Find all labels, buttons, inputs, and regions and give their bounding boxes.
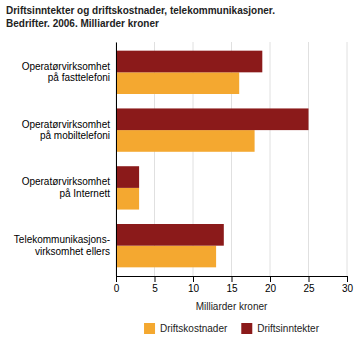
y-tick: Operatørvirksomhetpå fasttelefoni <box>22 61 111 84</box>
grid-line <box>308 42 309 276</box>
x-tick-mark <box>309 276 310 282</box>
x-tick: 30 <box>342 276 354 294</box>
x-tick-label: 5 <box>152 283 158 294</box>
legend-item: Driftsinntekter <box>241 323 319 334</box>
bar <box>116 51 262 73</box>
y-tick-label: Operatørvirksomhetpå fasttelefoni <box>22 61 111 84</box>
x-tick-label: 10 <box>188 283 200 294</box>
bar <box>116 246 216 268</box>
legend-swatch <box>241 323 252 334</box>
bar <box>116 130 255 152</box>
x-axis: 0 5 10 15 20 25 30 <box>114 276 354 294</box>
y-tick-label: Telekommunikasjons-virksomhet ellers <box>14 234 110 257</box>
chart-subtitle: Bedrifter. 2006. Milliarder kroner <box>6 18 159 29</box>
title-group: Driftsinntekter og driftskostnader, tele… <box>6 5 275 29</box>
y-tick-label: Operatørvirksomhetpå mobiltelefoni <box>22 119 111 142</box>
x-tick-label: 15 <box>226 283 238 294</box>
x-tick: 10 <box>188 276 200 294</box>
x-tick: 20 <box>265 276 277 294</box>
y-axis-line <box>116 43 117 277</box>
bar-series <box>116 72 255 267</box>
grid-line <box>116 42 117 276</box>
y-tick-label: Operatørvirksomhetpå Internett <box>22 176 111 199</box>
x-tick: 0 <box>114 276 120 294</box>
x-tick-label: 20 <box>265 283 277 294</box>
x-tick-mark <box>232 276 233 282</box>
bars <box>116 51 309 268</box>
bar <box>116 108 309 130</box>
x-tick-mark <box>193 276 194 282</box>
bar <box>116 72 239 94</box>
y-axis: Operatørvirksomhetpå fasttelefoni Operatø… <box>14 43 117 277</box>
x-tick-mark <box>347 276 348 282</box>
legend: Driftskostnader Driftsinntekter <box>144 323 320 334</box>
grid-line <box>347 42 348 276</box>
y-tick: Operatørvirksomhetpå Internett <box>22 176 111 199</box>
bar <box>116 188 139 210</box>
legend-label: Driftskostnader <box>160 323 228 334</box>
x-tick-mark <box>270 276 271 282</box>
x-axis-title: Milliarder kroner <box>196 301 268 312</box>
y-tick: Telekommunikasjons-virksomhet ellers <box>14 234 110 257</box>
x-tick-label: 25 <box>303 283 315 294</box>
bar <box>116 224 224 246</box>
bar <box>116 166 139 188</box>
x-tick-mark <box>116 276 117 282</box>
legend-item: Driftskostnader <box>144 323 228 334</box>
grid-line <box>270 42 271 276</box>
x-tick: 25 <box>303 276 315 294</box>
x-tick: 15 <box>226 276 238 294</box>
y-tick: Operatørvirksomhetpå mobiltelefoni <box>22 119 111 142</box>
chart-svg: Driftsinntekter og driftskostnader, tele… <box>0 0 363 344</box>
legend-label: Driftsinntekter <box>257 323 319 334</box>
plot-area: 0 5 10 15 20 25 30 Milliarder kroner Operatørvir… <box>14 42 354 312</box>
legend-swatch <box>144 323 155 334</box>
x-tick-mark <box>155 276 156 282</box>
x-tick-label: 30 <box>342 283 354 294</box>
x-tick: 5 <box>152 276 158 294</box>
bar-series <box>116 51 309 246</box>
chart-title: Driftsinntekter og driftskostnader, tele… <box>6 5 275 16</box>
x-tick-label: 0 <box>114 283 120 294</box>
grid <box>116 42 347 276</box>
x-axis-line <box>117 277 348 283</box>
